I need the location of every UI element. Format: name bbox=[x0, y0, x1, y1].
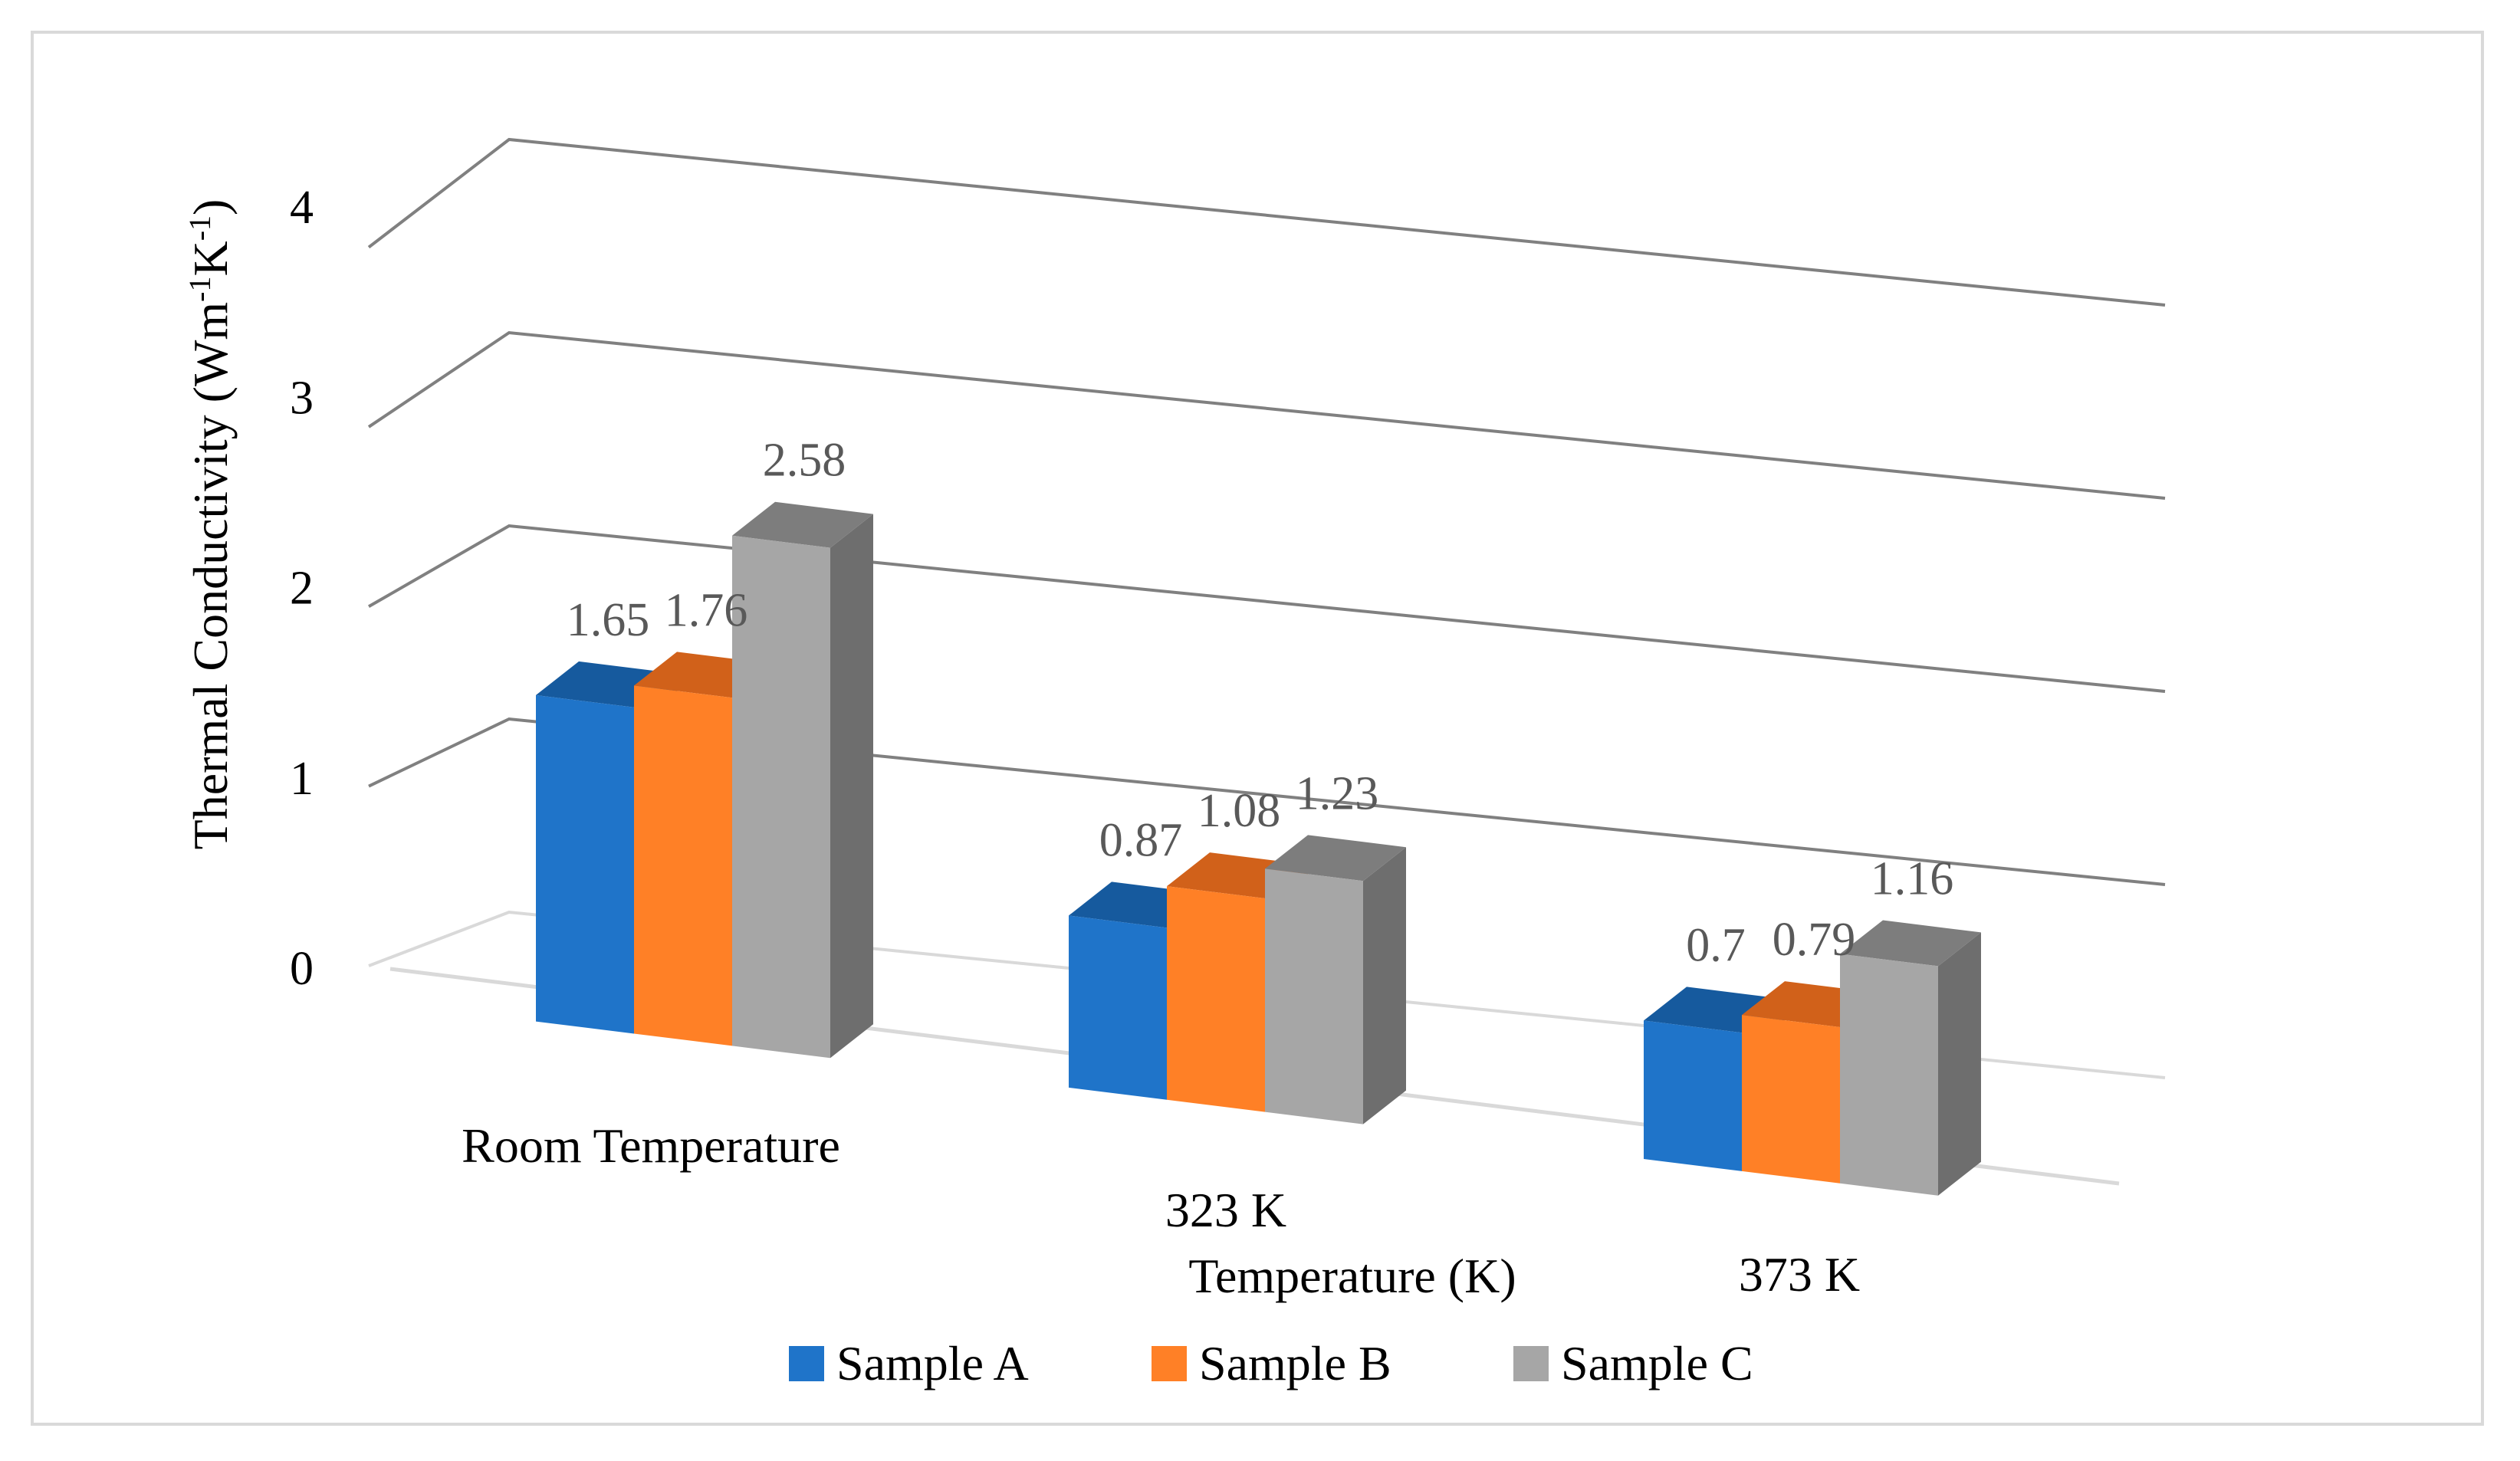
y-axis-title-sup2: -1 bbox=[182, 215, 217, 241]
bar-side bbox=[1363, 847, 1406, 1124]
data-label: 1.65 bbox=[567, 594, 650, 646]
legend-swatch bbox=[789, 1346, 824, 1381]
y-tick-labels: 0 1 2 3 4 bbox=[290, 182, 314, 995]
y-tick-label: 0 bbox=[290, 943, 314, 995]
legend: Sample A Sample B Sample C bbox=[789, 1336, 1753, 1390]
category-label: 373 K bbox=[1739, 1247, 1860, 1302]
category-label: Room Temperature bbox=[462, 1118, 840, 1173]
gridline bbox=[368, 524, 2166, 693]
y-axis-title-mid: K bbox=[183, 241, 238, 276]
bar-front bbox=[1840, 954, 1938, 1196]
bar-front bbox=[1644, 1020, 1742, 1171]
legend-label: Sample A bbox=[836, 1336, 1029, 1390]
data-label: 1.16 bbox=[1871, 853, 1954, 905]
bar-front bbox=[1742, 1015, 1840, 1184]
legend-item: Sample A bbox=[789, 1336, 1029, 1390]
bar-front bbox=[1167, 886, 1265, 1112]
y-axis-title-main: Thermal Conductivity (Wm bbox=[183, 302, 238, 850]
data-label: 1.23 bbox=[1296, 767, 1379, 819]
bar-top bbox=[732, 501, 873, 548]
chart-frame: 0 1 2 3 4 1.65 1.76 2.58 0.87 1.08 1.23 0.7 0.79 1.1… bbox=[31, 31, 2484, 1426]
gridline bbox=[367, 330, 2166, 500]
y-tick-label: 4 bbox=[290, 182, 314, 234]
y-axis-title: Thermal Conductivity (Wm-1K-1) bbox=[182, 199, 238, 850]
data-label: 0.79 bbox=[1773, 914, 1856, 966]
bar-top bbox=[1840, 920, 1981, 967]
data-label: 0.7 bbox=[1686, 919, 1746, 971]
bar-front bbox=[634, 685, 732, 1046]
bars bbox=[536, 501, 1981, 1196]
bar-side bbox=[830, 514, 873, 1059]
bar bbox=[732, 501, 873, 1059]
data-label: 2.58 bbox=[763, 435, 846, 487]
legend-label: Sample B bbox=[1199, 1336, 1391, 1390]
data-labels: 1.65 1.76 2.58 0.87 1.08 1.23 0.7 0.79 1.16 bbox=[567, 435, 1954, 972]
bar-top bbox=[1265, 835, 1406, 882]
x-axis-title: Temperature (K) bbox=[1188, 1249, 1516, 1303]
bar-side bbox=[1938, 932, 1981, 1196]
bar bbox=[1840, 920, 1981, 1196]
legend-label: Sample C bbox=[1561, 1336, 1753, 1390]
y-tick-label: 1 bbox=[290, 753, 314, 805]
bar-front bbox=[536, 694, 634, 1034]
bar bbox=[1265, 835, 1406, 1124]
y-axis-title-end: ) bbox=[183, 199, 238, 215]
bar-front bbox=[732, 535, 830, 1059]
category-label: 323 K bbox=[1165, 1183, 1286, 1237]
legend-item: Sample C bbox=[1513, 1336, 1753, 1390]
data-label: 1.76 bbox=[665, 584, 748, 636]
bar-front bbox=[1069, 915, 1167, 1100]
chart-svg: 0 1 2 3 4 1.65 1.76 2.58 0.87 1.08 1.23 0.7 0.79 1.1… bbox=[182, 137, 2166, 1390]
gridline bbox=[368, 910, 2166, 1079]
gridline bbox=[368, 717, 2166, 886]
data-label: 1.08 bbox=[1198, 785, 1281, 837]
gridline bbox=[367, 137, 2166, 307]
bar-front bbox=[1265, 868, 1363, 1124]
y-tick-label: 2 bbox=[290, 563, 314, 615]
y-tick-label: 3 bbox=[290, 372, 314, 424]
legend-swatch bbox=[1152, 1346, 1187, 1381]
legend-swatch bbox=[1513, 1346, 1549, 1381]
legend-item: Sample B bbox=[1152, 1336, 1391, 1390]
data-label: 0.87 bbox=[1099, 814, 1183, 866]
y-axis-title-sup1: -1 bbox=[182, 277, 217, 302]
category-labels: Room Temperature 323 K 373 K bbox=[462, 1118, 1860, 1302]
